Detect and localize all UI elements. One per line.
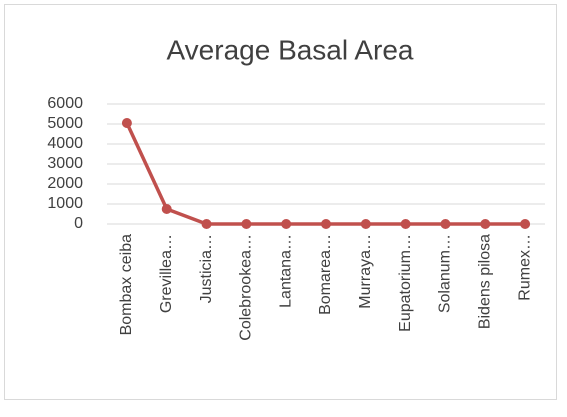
marker [400,219,411,229]
x-tick-label: Grevillea… [158,234,175,313]
chart-title: Average Basal Area [167,34,414,65]
x-tick-label: Colebrookea… [238,234,255,341]
x-tick-label: Rumex… [516,234,533,301]
marker [161,204,172,214]
marker [241,219,252,229]
y-tick-label: 2000 [47,175,83,192]
marker [281,219,292,229]
marker [121,118,132,128]
x-tick-label: Bidens pilosa [476,234,493,329]
marker [201,219,212,229]
y-tick-label: 0 [74,215,83,232]
marker [480,219,491,229]
marker [520,219,531,229]
x-tick-label: Eupatorium… [397,234,414,332]
x-tick-label: Solanum… [437,234,454,313]
marker [360,219,371,229]
x-tick-label: Murraya… [357,234,374,309]
x-tick-label: Lantana… [277,234,294,308]
marker [321,219,331,229]
x-tick-label: Justicia… [198,234,215,303]
y-tick-label: 5000 [47,115,83,132]
y-tick-label: 4000 [47,135,83,152]
marker [440,219,451,229]
y-tick-label: 1000 [47,195,83,212]
y-tick-label: 3000 [47,155,83,172]
chart-border [4,4,557,400]
x-tick-label: Bombax ceiba [118,234,135,335]
x-tick-label: Bomarea… [317,234,334,315]
y-tick-label: 6000 [47,95,83,112]
